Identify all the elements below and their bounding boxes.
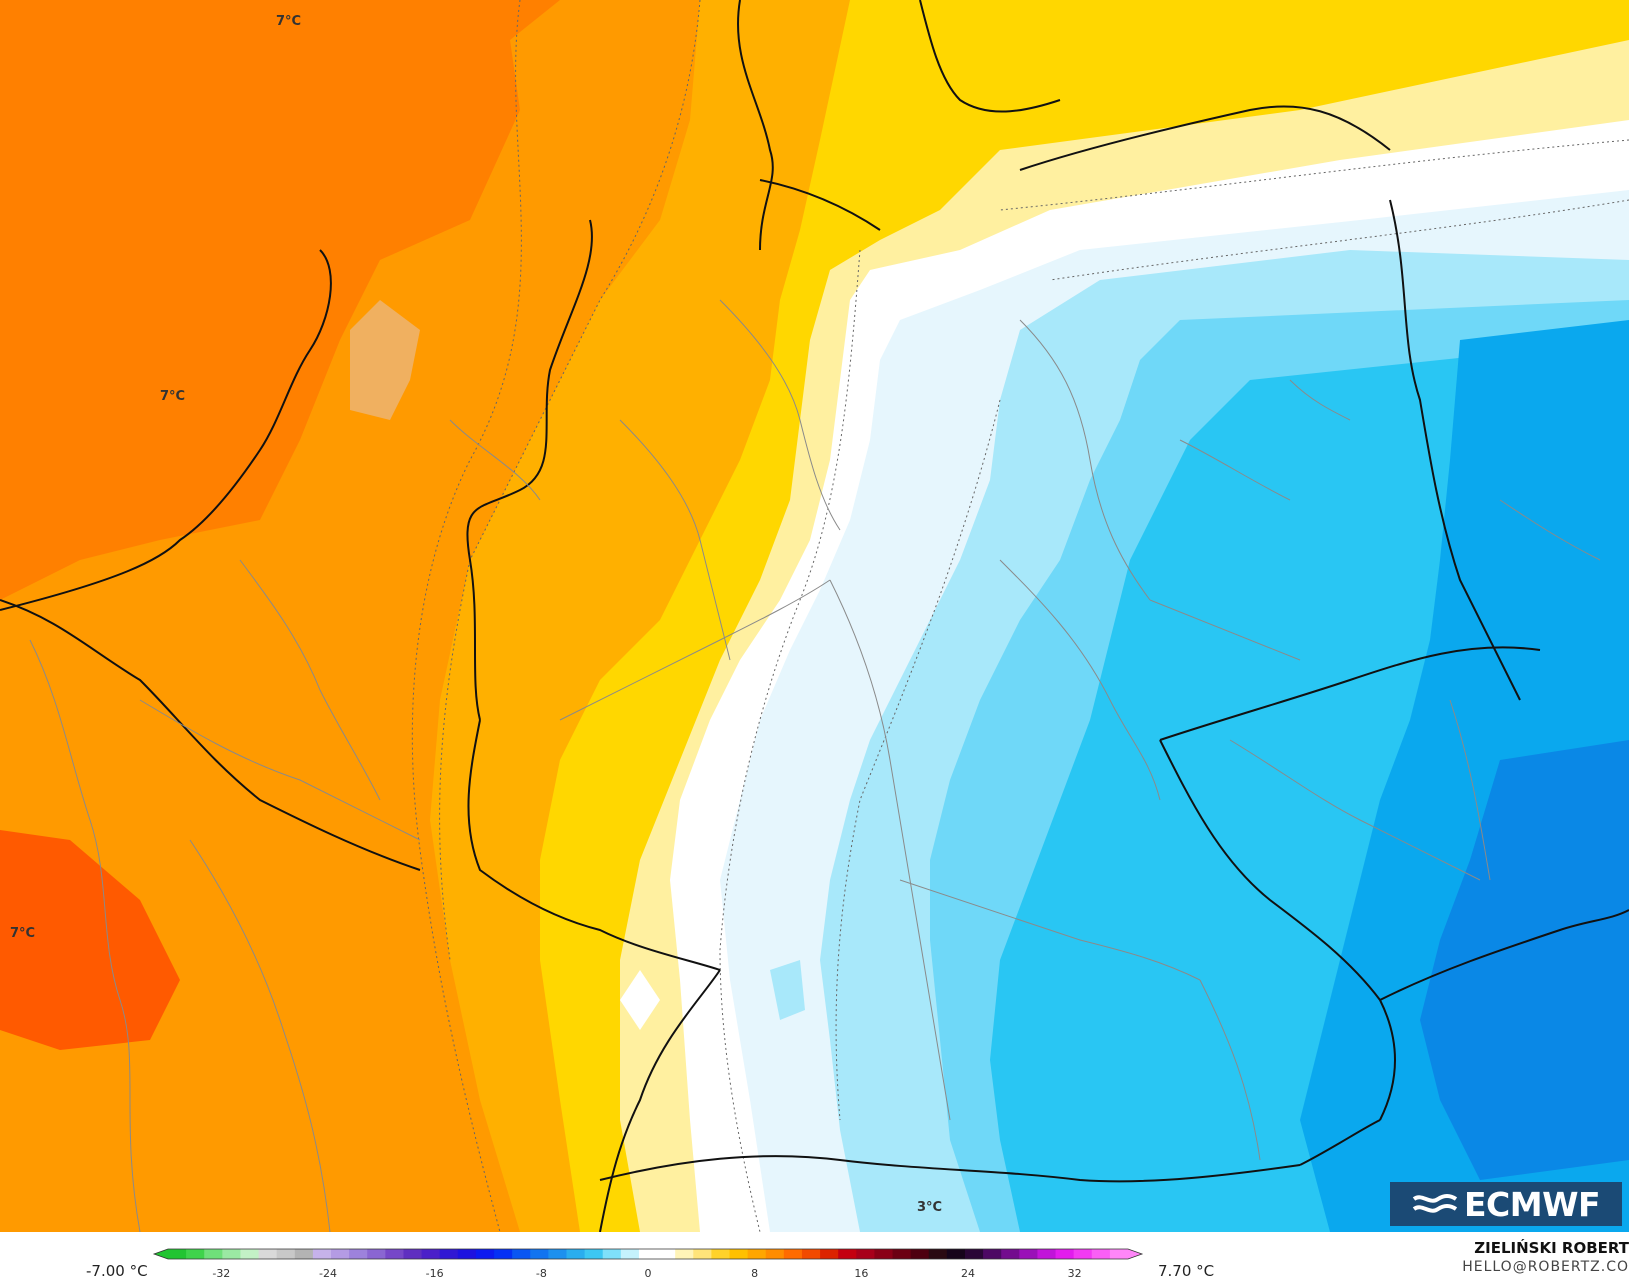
scale-swatch [222,1249,241,1259]
scale-swatch [946,1249,966,1259]
scale-swatch [367,1249,386,1259]
scale-swatch [258,1249,278,1259]
scale-tick-label: -24 [319,1267,337,1280]
ecmwf-logo-text: ECMWF [1463,1184,1601,1224]
scale-tick-label: 8 [751,1267,758,1280]
legend-max-label: 7.70 °C [1158,1262,1215,1280]
scale-swatch [801,1249,821,1259]
scale-swatch [530,1249,549,1259]
field-diamond [620,970,660,1030]
color-scale: -32 -24 -16 -8 0 8 16 24 32 [152,1248,1144,1280]
scale-swatch [783,1249,803,1259]
legend-min-label: -7.00 °C [86,1262,148,1280]
color-scale-ticks: -32 -24 -16 -8 0 8 16 24 32 [212,1267,1081,1280]
scale-swatch [331,1249,350,1259]
scale-tick-label: -8 [536,1267,547,1280]
footer [0,1232,1629,1287]
scale-swatch [403,1249,423,1259]
scale-swatch [584,1249,604,1259]
scale-tick-label: -16 [426,1267,444,1280]
scale-swatch [312,1249,332,1259]
scale-swatch [1055,1249,1075,1259]
scale-swatch [983,1249,1002,1259]
scale-outline [152,1248,1144,1260]
scale-swatch [276,1249,296,1259]
ecmwf-wave-icon [1412,1194,1458,1213]
scale-swatch [874,1249,894,1259]
scale-swatch [638,1249,658,1259]
scale-swatch [186,1249,205,1259]
scale-swatch [494,1249,513,1259]
contour-label-sw: 7°C [10,926,36,941]
country-borders [0,0,1629,1232]
scale-swatch [675,1249,694,1259]
scale-swatch [512,1249,531,1259]
scale-swatch [602,1249,622,1259]
scale-swatch [856,1249,875,1259]
scale-swatch [349,1249,368,1259]
contour-label-nw: 7°C [276,14,302,29]
scale-swatch [964,1249,984,1259]
scale-swatch [892,1249,912,1259]
color-scale-bar [152,1248,1144,1260]
contour-label-alps: 3°C [917,1200,943,1215]
scale-swatch [1037,1249,1057,1259]
field-red-orange [0,830,180,1050]
scale-swatch [168,1249,187,1259]
scale-swatch [385,1249,404,1259]
scale-tick-label: 0 [645,1267,652,1280]
scale-tick-label: 24 [961,1267,975,1280]
scale-swatch [548,1249,567,1259]
scale-swatch [421,1249,441,1259]
scale-tick-label: 32 [1068,1267,1082,1280]
scale-swatch [1019,1249,1038,1259]
author-name: ZIELIŃSKI ROBERT [1474,1239,1629,1257]
scale-swatch [204,1249,223,1259]
map-canvas [0,0,1629,1232]
scale-swatch [475,1249,495,1259]
scale-swatch [566,1249,586,1259]
scale-tick-label: 16 [854,1267,868,1280]
field-cold-blob [770,960,805,1020]
scale-swatch [294,1249,314,1259]
scale-swatch [240,1249,260,1259]
field-netherlands-patch [350,300,420,420]
scale-swatch [765,1249,785,1259]
scale-swatch [457,1249,477,1259]
scale-left-arrow [154,1249,168,1259]
scale-swatch [1109,1249,1129,1259]
contour-lines [411,0,1629,1232]
scale-swatch [910,1249,930,1259]
scale-swatch [820,1249,839,1259]
scale-swatch [747,1249,767,1259]
scale-swatch [1091,1249,1111,1259]
scale-swatch [711,1249,731,1259]
scale-swatch [620,1249,640,1259]
field-deep-blue [1420,740,1629,1180]
scale-swatch [439,1249,459,1259]
scale-swatch [1001,1249,1020,1259]
contour-label-netherlands: 7°C [160,389,186,404]
scale-swatch [928,1249,948,1259]
author-contact: HELLO@ROBERTZ.CO [1462,1259,1629,1275]
scale-tick-label: -32 [212,1267,230,1280]
scale-swatch [1073,1249,1093,1259]
scale-swatch [657,1249,676,1259]
admin-borders [29,299,1601,1232]
scale-swatch [693,1249,712,1259]
scale-right-arrow [1128,1249,1142,1259]
scale-swatch [729,1249,749,1259]
ecmwf-logo: ECMWF [1390,1182,1622,1226]
temperature-map: 7°C 7°C 7°C 3°C [0,0,1629,1232]
scale-swatch [838,1249,857,1259]
